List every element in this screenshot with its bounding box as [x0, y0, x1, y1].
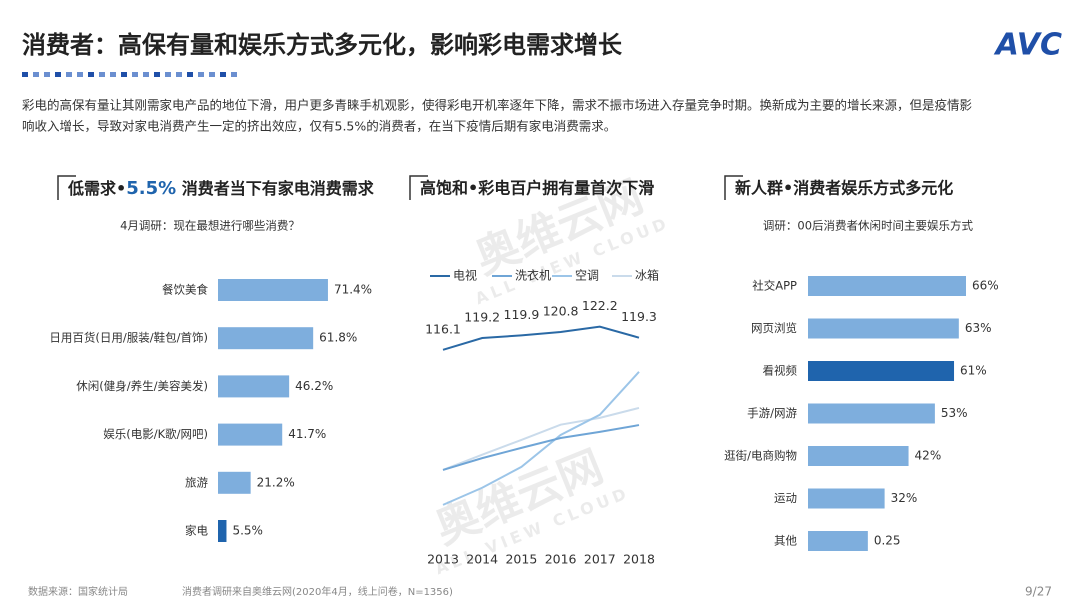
title-dashes: [22, 72, 237, 77]
bar: [218, 375, 290, 398]
bar: [808, 403, 935, 424]
x-tick-label: 2017: [584, 552, 616, 567]
data-label: 120.8: [543, 303, 579, 318]
dash: [143, 72, 149, 77]
page-number: 9/27: [1025, 585, 1052, 599]
value-label: 21.2%: [257, 475, 295, 489]
chart-title-part: 消费者当下有家电消费需求: [176, 179, 375, 198]
dash: [121, 72, 127, 77]
bar: [218, 471, 251, 494]
dash: [44, 72, 50, 77]
chart-title: 新人群•消费者娱乐方式多元化: [735, 179, 953, 198]
line-series: [442, 371, 640, 506]
chart-subtitle: 4月调研：现在最想进行哪些消费？: [120, 219, 300, 233]
line-series: [442, 406, 640, 471]
legend-label: 冰箱: [635, 268, 659, 283]
category-label: 家电: [185, 524, 208, 538]
legend-label: 洗衣机: [515, 268, 551, 283]
value-label: 63%: [965, 321, 992, 335]
value-label: 61.8%: [319, 331, 357, 345]
x-tick-label: 2016: [545, 552, 577, 567]
heading-bracket: [724, 175, 743, 200]
footer-survey: 消费者调研来自奥维云网(2020年4月，线上问卷，N=1356): [182, 585, 453, 598]
value-label: 5.5%: [232, 524, 263, 538]
dash: [154, 72, 160, 77]
chart-title: 低需求•5.5% 消费者当下有家电消费需求: [67, 178, 375, 199]
dash: [66, 72, 72, 77]
category-label: 休闲(健身/养生/美容美发): [76, 379, 208, 393]
dash: [187, 72, 193, 77]
category-label: 逛街/电商购物: [724, 449, 797, 463]
line-series: [442, 325, 640, 351]
slide-title: 消费者：高保有量和娱乐方式多元化，影响彩电需求增长: [22, 31, 623, 59]
value-label: 42%: [915, 449, 942, 463]
data-label: 119.9: [504, 307, 540, 322]
value-label: 61%: [960, 364, 987, 378]
value-label: 46.2%: [295, 379, 333, 393]
category-label: 其他: [774, 534, 797, 548]
bar: [808, 361, 955, 381]
category-label: 娱乐(电影/K歌/网吧): [103, 427, 208, 441]
bar: [808, 531, 868, 551]
category-label: 社交APP: [752, 279, 797, 293]
chart-title: 高饱和•彩电百户拥有量首次下滑: [420, 179, 654, 198]
value-label: 71.4%: [334, 283, 372, 297]
dash: [88, 72, 94, 77]
dash: [55, 72, 61, 77]
value-label: 66%: [972, 279, 999, 293]
category-label: 网页浏览: [751, 321, 797, 335]
dash: [220, 72, 226, 77]
legend-label: 空调: [575, 269, 599, 283]
dash: [165, 72, 171, 77]
dash: [22, 72, 28, 77]
dash: [132, 72, 138, 77]
data-label: 119.3: [621, 309, 657, 324]
x-tick-label: 2013: [427, 552, 459, 567]
value-label: 41.7%: [288, 427, 326, 441]
logo: AVC: [994, 28, 1062, 63]
heading-bracket: [409, 175, 428, 200]
x-tick-label: 2014: [466, 552, 498, 567]
dash: [110, 72, 116, 77]
x-tick-label: 2018: [623, 552, 655, 567]
legend-label: 电视: [453, 268, 477, 283]
value-label: 53%: [941, 406, 968, 420]
category-label: 手游/网游: [747, 406, 797, 420]
category-label: 看视频: [763, 364, 798, 378]
dash: [209, 72, 215, 77]
bar: [808, 318, 959, 339]
x-tick-label: 2015: [505, 552, 537, 567]
dash: [33, 72, 39, 77]
bar: [808, 276, 967, 296]
category-label: 餐饮美食: [162, 283, 208, 297]
data-label: 116.1: [425, 321, 461, 336]
dash: [77, 72, 83, 77]
value-label: 32%: [891, 491, 918, 505]
dash: [231, 72, 237, 77]
dash: [176, 72, 182, 77]
dash: [198, 72, 204, 77]
intro-line: 彩电的高保有量让其刚需家电产品的地位下滑，用户更多青睐手机观影，使得彩电开机率逐…: [22, 98, 973, 113]
bar: [808, 446, 909, 466]
bar: [808, 488, 885, 509]
chart-title-part: 低需求•: [67, 179, 126, 198]
value-label: 0.25: [874, 534, 901, 548]
intro-line: 响收入增长，导致对家电消费产生一定的挤出效应，仅有5.5%的消费者，在当下疫情后…: [22, 119, 616, 134]
category-label: 日用百货(日用/服装/鞋包/首饰): [49, 331, 208, 345]
heading-bracket: [57, 175, 76, 200]
line-series: [442, 424, 640, 471]
data-label: 119.2: [464, 310, 500, 325]
dash: [99, 72, 105, 77]
footer-source: 数据来源：国家统计局: [28, 585, 128, 598]
bar: [218, 327, 314, 350]
chart-subtitle: 调研：00后消费者休闲时间主要娱乐方式: [763, 219, 974, 233]
bar: [218, 279, 328, 301]
category-label: 运动: [774, 491, 797, 505]
bar: [218, 520, 227, 542]
category-label: 旅游: [185, 475, 208, 489]
bar: [218, 423, 283, 446]
data-label: 122.2: [582, 298, 618, 313]
chart-title-part: 5.5%: [126, 178, 176, 199]
